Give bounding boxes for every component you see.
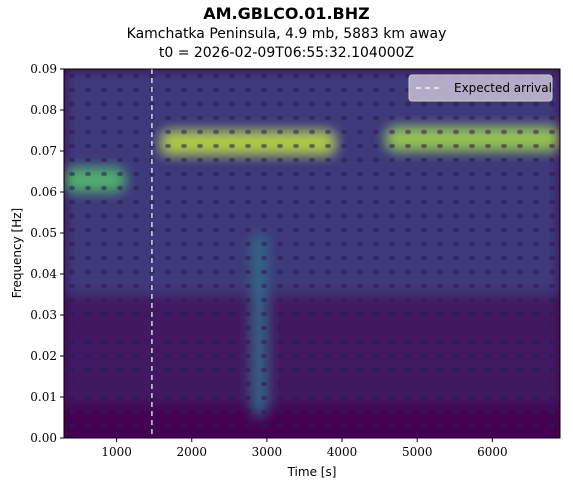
x-tick-label: 2000 <box>176 445 207 459</box>
chart-title: AM.GBLCO.01.BHZ <box>203 4 370 23</box>
y-tick-label: 0.00 <box>30 431 57 445</box>
y-tick-label: 0.07 <box>30 144 57 158</box>
chart-t0-line: t0 = 2026-02-09T06:55:32.104000Z <box>158 45 415 61</box>
y-tick-label: 0.04 <box>30 267 57 281</box>
y-tick-label: 0.03 <box>30 308 57 322</box>
x-tick-label: 5000 <box>402 445 433 459</box>
x-axis-ticks: 1000 2000 3000 4000 5000 6000 <box>101 438 508 459</box>
legend-box <box>408 74 553 102</box>
legend-entry-expected-arrival: Expected arrival <box>454 81 552 95</box>
y-tick-label: 0.01 <box>30 390 57 404</box>
x-tick-label: 6000 <box>477 445 508 459</box>
x-axis-label: Time [s] <box>287 465 337 479</box>
y-tick-label: 0.05 <box>30 226 57 240</box>
plot-area <box>64 69 560 438</box>
legend: Expected arrival <box>408 74 553 102</box>
y-tick-label: 0.08 <box>30 103 57 117</box>
texture-overlay <box>64 69 560 438</box>
y-tick-label: 0.02 <box>30 349 57 363</box>
y-axis-ticks: 0.00 0.01 0.02 0.03 0.04 0.05 0.06 0.07 0.08 0.09 <box>30 62 64 445</box>
plot-frame <box>63 68 561 439</box>
x-tick-label: 1000 <box>101 445 132 459</box>
y-axis-label: Frequency [Hz] <box>10 208 24 299</box>
chart-subtitle: Kamchatka Peninsula, 4.9 mb, 5883 km awa… <box>126 26 447 42</box>
y-tick-label: 0.09 <box>30 62 57 76</box>
x-tick-label: 4000 <box>327 445 358 459</box>
y-tick-label: 0.06 <box>30 185 57 199</box>
x-tick-label: 3000 <box>252 445 283 459</box>
